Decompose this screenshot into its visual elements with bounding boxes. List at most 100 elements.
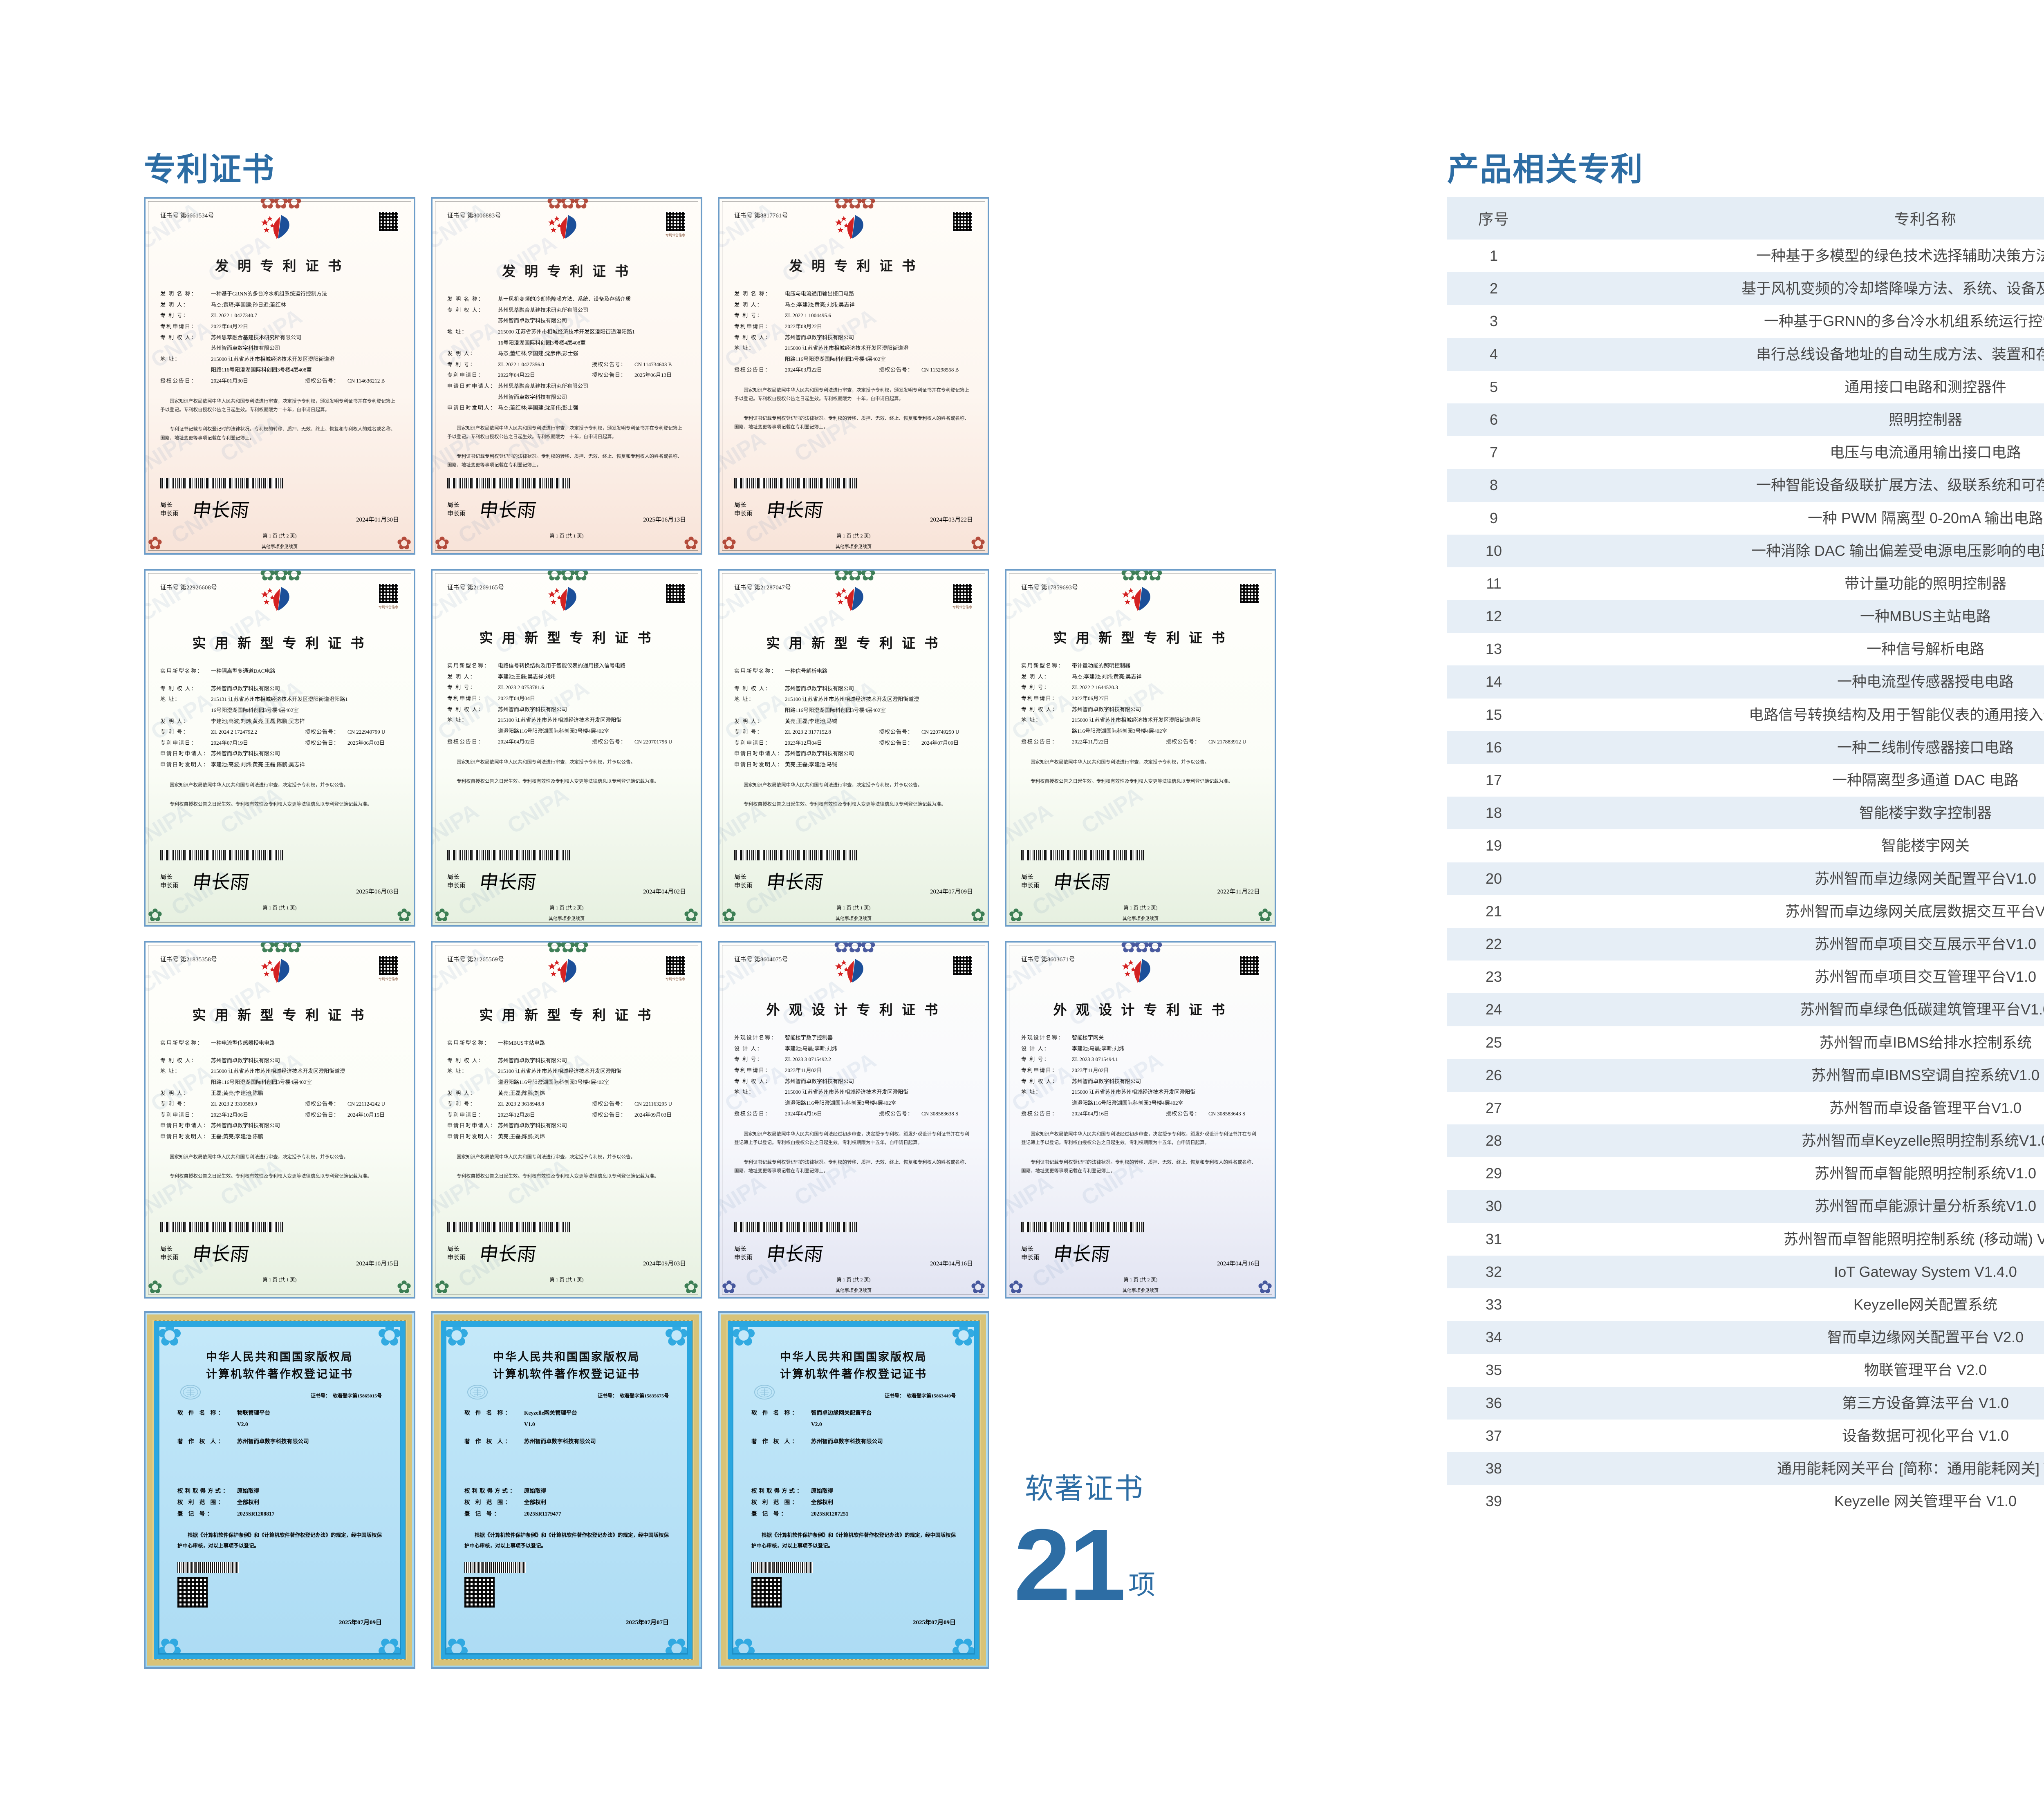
field-invention-name-label: 发 明 名 称： [734, 291, 771, 297]
field-acquire-method-value: 原始取得 [524, 1487, 546, 1494]
table-cell-index: 22 [1447, 927, 1540, 961]
field-dates: 专利申请日： 2023年12月04日 授权公告日： 2024年07月09日 [734, 738, 973, 749]
field-apply-date-label: 专利申请日： [160, 323, 197, 329]
field-patentee: 专 利 权 人： 苏州智而卓数字科技有限公司 [734, 1076, 973, 1087]
legal-paragraph-1: 国家知识产权局依照中华人民共和国专利法进行审查，决定授予专利权，颁发发明专利证书… [160, 399, 395, 413]
issue-date: 2024年01月30日 [356, 517, 399, 523]
field-applicant-at-filing: 申请日时申请人： 苏州智而卓数字科技有限公司 [447, 1120, 686, 1131]
qr-caption: 专利公告信息 [953, 605, 972, 609]
field-designer-label: 设 计 人： [734, 1045, 763, 1052]
ornament-bottom-left-icon: ✿ [722, 905, 737, 925]
cnipa-logo-icon [835, 959, 863, 983]
certificate-fields: 实用新型名称： 一种隔离型多通道DAC电路 专 利 权 人： 苏州智而卓数字科技… [160, 666, 399, 770]
legal-paragraph-1: 国家知识产权局依照中华人民共和国专利法进行审查，决定授予专利权，并予以公告。 [457, 760, 635, 765]
field-address-value: 215000 江苏省苏州市苏州相城经济技术开发区澄阳街道澄 [211, 1068, 345, 1075]
field-address: 地 址： 215000 江苏省苏州市苏州相城经济技术开发区澄阳街 [734, 1087, 973, 1098]
field-address-value: 215131 江苏省苏州市相城经济技术开发区澄阳街道澄阳路1 [211, 696, 348, 703]
field-patentee-value: 苏州智而卓数字科技有限公司 [785, 1078, 854, 1084]
field-address: 地 址： 215000 江苏省苏州市苏州相城经济技术开发区澄阳街道澄 [160, 1066, 399, 1077]
field-utility-name-value: 一种MBUS主站电路 [498, 1040, 545, 1046]
certificate-number: 证书号： 软著登字第15865015号 [310, 1393, 382, 1399]
field-inventor-label: 发 明 人： [1021, 673, 1050, 680]
field-patent-no: 专 利 号： ZL 2022 1 1004495.6 [734, 310, 973, 321]
patent-certificate-utility: CNIPA CNIPA CNIPA CNIPA CNIPA CNIPA CNIPA ✿✿✿ … [1005, 569, 1276, 927]
certificate-inner: ✿ ✿ ✿ ✿ 中华人民共和国国家版权局 计算机软件著作权登记证书 证书号： 软著… [733, 1327, 974, 1653]
field-inventor: 发 明 人： 李建池;王磊;吴志祥;刘炜 [447, 672, 686, 683]
field-address-2: 阳路116号阳澄湖国际科创园3号楼4层402室 [160, 1077, 399, 1088]
qr-code [665, 955, 686, 976]
patent-certificate-utility: CNIPA CNIPA CNIPA CNIPA CNIPA CNIPA CNIPA ✿✿✿ … [144, 941, 415, 1299]
field-inventor-value: 马杰;李建池;刘炜;黄亮;吴志祥 [1072, 673, 1142, 680]
field-dates: 专利申请日： 2024年07月19日 授权公告日： 2025年06月03日 [160, 738, 399, 749]
certificate-frame: ✿✿✿ ✿ ✿ [1005, 941, 1276, 1299]
field-utility-name-value: 一种隔离型多通道DAC电路 [211, 668, 276, 674]
field-dates-value-1: 2022年04月22日 [498, 372, 536, 378]
certificate-fields: 实用新型名称： 带计量功能的照明控制器 发 明 人： 马杰;李建池;刘炜;黄亮;… [1021, 661, 1260, 748]
certificate-row-mixed: CNIPA CNIPA CNIPA CNIPA CNIPA CNIPA CNIPA ✿✿✿ … [144, 941, 1276, 1299]
cnipa-logo-icon [1122, 587, 1150, 611]
legal-paragraph: 根据《计算机软件保护条例》和《计算机软件著作权登记办法》的规定，经中国版权保护中… [464, 1532, 669, 1549]
certificate-number: 证书号 第21835358号 [160, 956, 217, 963]
legal-paragraph-1: 国家知识产权局依照中华人民共和国专利法进行审查，决定授予专利权，并予以公告。 [457, 1154, 635, 1160]
certificate-frame: ✿✿✿ ✿ ✿ [718, 569, 989, 927]
ornament-top-icon: ✿✿✿ [1121, 941, 1163, 956]
certificate-fields: 软 件 名 称： Keyzelle网关管理平台 V1.0 著 作 权 人： 苏州… [464, 1407, 669, 1520]
certificate-heading: 实 用 新 型 专 利 证 书 [479, 631, 654, 646]
certificate-number: 证书号： 软著登字第15863449号 [884, 1393, 956, 1399]
field-patentno-grantno-value-1: ZL 2023 2 3177152.8 [785, 729, 831, 735]
field-copyright-owner: 著 作 权 人： 苏州智而卓数字科技有限公司 [177, 1436, 382, 1447]
software-copyright-count: 软著证书 21 项 [1014, 1466, 1155, 1616]
field-utility-name-value: 一种电流型传感器授电电路 [211, 1040, 275, 1046]
field-address-label: 地 址： [734, 345, 755, 352]
field-patent-no-value: ZL 2022 1 0427340.7 [211, 312, 257, 319]
patent-certificates-title: 专利证书 [144, 151, 275, 187]
field-applicant-at-filing: 申请日时申请人： 苏州思萃融合基建技术研究所有限公司 [447, 381, 686, 392]
field-address-2-value: 道澄阳路116号阳澄湖国际科创园3号楼4层402室 [498, 728, 610, 734]
field-address-2: 道澄阳路116号阳澄湖国际科创园3号楼4层402室 [447, 726, 686, 737]
certificate-frame: ✿✿✿ ✿ ✿ [431, 197, 702, 555]
product-patents-title: 产品相关专利 [1447, 151, 1644, 187]
field-designer-value: 李建池;马晨;李昕;刘炜 [1072, 1045, 1124, 1052]
issue-date: 2024年04月16日 [1217, 1261, 1260, 1267]
table-row: 9一种 PWM 隔离型 0-20mA 输出电路发明 [1447, 502, 2044, 535]
field-apply-date-label: 专利申请日： [734, 1067, 771, 1073]
field-dates: 专利申请日： 2023年12月06日 授权公告日： 2024年10月15日 [160, 1110, 399, 1121]
table-cell-name: 苏州智而卓绿色低碳建筑管理平台V1.0 [1540, 993, 2044, 1026]
issue-date: 2024年09月03日 [643, 1261, 686, 1267]
table-cell-name: 苏州智而卓项目交互管理平台V1.0 [1814, 968, 2037, 985]
field-apply-date: 专利申请日： 2022年06月27日 [1021, 693, 1260, 704]
issue-date: 2022年11月22日 [1217, 889, 1260, 895]
legal-paragraph-2: 专利权自授权公告之日起生效。专利权有效性及专利权人变更等法律信息以专利登记簿记载… [457, 779, 659, 784]
table-cell-index: 26 [1447, 1059, 1540, 1092]
table-cell-index: 33 [1485, 1296, 1502, 1313]
field-inventor-value: 李建池;王磊;吴志祥;刘炜 [498, 673, 556, 680]
certificate-number: 证书号 第21269165号 [447, 584, 504, 591]
field-address: 地 址： 215131 江苏省苏州市相城经济技术开发区澄阳街道澄阳路1 [160, 694, 399, 705]
field-applicant-at-filing-label: 申请日时申请人： [734, 750, 784, 757]
field-apply-date-value: 2023年04月04日 [498, 695, 536, 701]
table-header-index: 序号 [1447, 197, 1540, 240]
legal-paragraph-1: 国家知识产权局依照中华人民共和国专利法进行审查，决定授予专利权，并予以公告。 [744, 782, 922, 788]
table-cell-index: 12 [1447, 600, 1540, 633]
field-patentno-grantno: 专 利 号： ZL 2024 2 1724792.2 授权公告号： CN 222… [160, 727, 399, 738]
field-design-name-value: 智能楼宇网关 [1072, 1034, 1104, 1041]
field-inventor-label: 发 明 人： [160, 301, 189, 308]
field-address-2: 阳路116号阳澄湖国际科创园3号楼4层402室 [734, 354, 973, 365]
field-address-2-value: 阳路116号阳澄湖国际科创园3号楼4层402室 [211, 1079, 312, 1085]
table-cell-name: 一种基于GRNN的多台冷水机组系统运行控制方法 [1764, 313, 2044, 330]
field-address: 地 址： 215100 江苏省苏州市苏州相城经济技术开发区澄阳街 [447, 1066, 686, 1077]
table-cell-index: 4 [1447, 338, 1540, 371]
field-address-value: 215000 江苏省苏州市相城经济技术开发区澄阳街道澄 [785, 345, 909, 352]
field-patentee-label: 专 利 权 人： [160, 334, 197, 340]
field-patentee-value: 苏州智而卓数字科技有限公司 [498, 1057, 567, 1064]
field-grant-value-1: 2024年04月02日 [498, 739, 536, 745]
field-patentno-grantno-value-1: ZL 2022 1 0427356.0 [498, 361, 544, 367]
barcode [447, 850, 570, 860]
field-patentee-2: 苏州智而卓数字科技有限公司 [447, 316, 686, 327]
field-designer-label: 设 计 人： [1021, 1045, 1050, 1052]
table-cell-index: 17 [1485, 772, 1502, 788]
table-row: 25苏州智而卓IBMS给排水控制系统软著 [1447, 1026, 2044, 1059]
certificate-heading: 实 用 新 型 专 利 证 书 [479, 1008, 654, 1023]
software-copyright-certificate: ✿ ✿ ✿ ✿ 中华人民共和国国家版权局 计算机软件著作权登记证书 证书号： 软著… [144, 1311, 415, 1669]
